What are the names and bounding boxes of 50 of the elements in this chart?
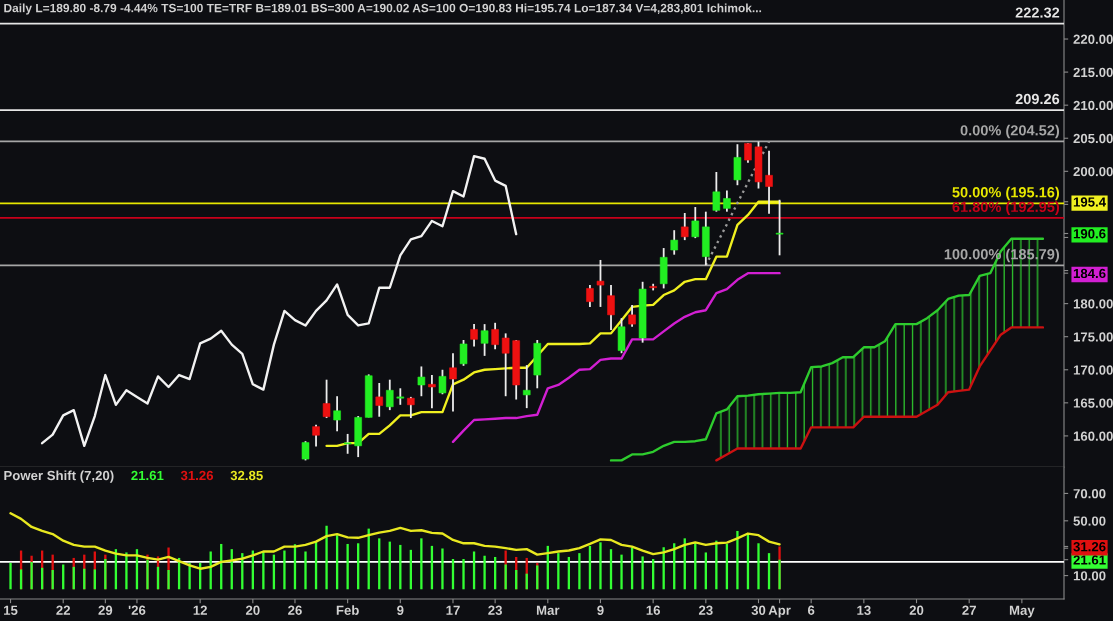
y-tick-label: 10.00: [1073, 571, 1106, 581]
text: 21.61: [131, 470, 164, 481]
y-tick-label: 200.00: [1073, 166, 1113, 177]
x-tick-label: 6: [807, 605, 815, 615]
text: 31.26: [180, 470, 214, 481]
y-tick-label: 170.00: [1073, 365, 1113, 375]
x-tick-label: 30: [751, 605, 766, 615]
y-tick-label: 210.00: [1073, 100, 1113, 111]
x-tick-label: 27: [962, 605, 976, 615]
y-tick-label: 50.00: [1073, 516, 1106, 526]
y-tick-label: 205.00: [1073, 133, 1113, 144]
ref-line-label: 50.00% (195.16): [952, 186, 1060, 201]
ref-line-label: 0.00% (204.52): [960, 124, 1060, 139]
x-tick-label: Mar: [536, 605, 560, 615]
x-tick-label: 23: [488, 605, 502, 615]
x-tick-label: 12: [193, 605, 207, 615]
y-tick-label: 160.00: [1073, 431, 1113, 441]
x-tick-label: '26: [128, 605, 146, 615]
ref-line-label: 222.32: [1015, 7, 1060, 18]
y-tick-label: 180.00: [1073, 299, 1113, 309]
x-tick-label: 20: [245, 605, 260, 615]
ref-line-label: 61.80% (192.95): [952, 201, 1060, 215]
chart-title: Power Shift (7,20): [4, 470, 114, 483]
x-tick-label: 15: [4, 605, 18, 615]
y-tick-label: 165.00: [1073, 398, 1113, 408]
x-tick-label: 17: [446, 605, 460, 615]
chart-title: Daily L=189.80 -8.79 -4.44% TS=100 TE=TRF B=189.01 BS=300 A=190.02 AS=100 O=190.83 Hi=195.74 Lo=187.34 V=4,283,801 Ichimok...: [4, 3, 762, 15]
y-tick-label: 184.6: [1073, 268, 1106, 279]
y-tick-label: 195.4: [1073, 197, 1106, 207]
x-tick-label: Apr: [768, 605, 791, 618]
x-tick-label: Feb: [336, 605, 359, 615]
x-tick-label: 20: [909, 605, 924, 615]
y-tick-label: 175.00: [1073, 332, 1113, 342]
y-tick-label: 220.00: [1073, 34, 1113, 44]
x-tick-label: May: [1009, 605, 1035, 618]
x-tick-label: 23: [698, 605, 713, 615]
x-tick-label: 26: [288, 605, 302, 615]
y-tick-label: 21.61: [1073, 555, 1106, 565]
x-tick-label: 9: [397, 605, 404, 615]
x-tick-label: 29: [98, 605, 113, 615]
ref-line-label: 209.26: [1015, 93, 1060, 105]
text: 32.85: [230, 470, 263, 481]
y-tick-label: 215.00: [1073, 67, 1113, 78]
x-tick-label: 9: [597, 605, 604, 615]
y-tick-label: 31.26: [1073, 542, 1106, 552]
x-tick-label: 22: [56, 605, 71, 615]
x-tick-label: 16: [646, 605, 661, 615]
y-tick-label: 70.00: [1073, 488, 1106, 499]
y-tick-label: 190.6: [1073, 229, 1106, 239]
x-tick-label: 13: [857, 605, 871, 615]
